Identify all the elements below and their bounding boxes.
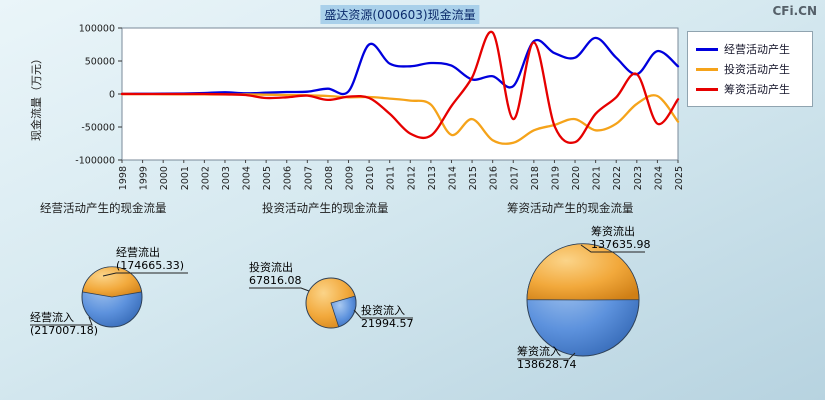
pie-label-value: (174665.33) (116, 259, 185, 272)
pie-label-value: 137635.98 (591, 238, 651, 251)
pie-operating-inflow-label: 经营流入 (217007.18) (30, 311, 98, 337)
pie-label-name: 筹资流出 (591, 225, 635, 238)
x-tick-label: 2013 (427, 166, 438, 190)
pie-financing-inflow-label: 筹资流入 138628.74 (517, 345, 577, 371)
x-tick-label: 2008 (324, 166, 335, 190)
legend-line-icon (696, 67, 718, 71)
x-tick-label: 1999 (139, 166, 150, 190)
pie-slice-1 (330, 295, 357, 328)
pie-label-value: 67816.08 (249, 274, 302, 287)
y-tick-label: 100000 (79, 24, 115, 35)
pie-slice-0 (81, 266, 143, 298)
x-tick-label: 2007 (303, 166, 314, 190)
x-tick-label: 2018 (530, 166, 541, 190)
pie-leader-line-2-0 (580, 244, 645, 253)
x-tick-label: 2001 (180, 166, 191, 190)
x-tick-label: 1998 (118, 166, 129, 190)
x-tick-label: 2025 (674, 166, 685, 190)
pie-label-name: 投资流出 (249, 261, 293, 274)
x-tick-label: 2016 (489, 166, 500, 190)
series-line-0 (121, 36, 680, 96)
pie-slice-2 (526, 243, 640, 301)
legend-item-financing[interactable]: 筹资活动产生 (696, 81, 804, 97)
legend-line-icon (696, 87, 718, 91)
y-tick-label: -100000 (75, 156, 115, 167)
x-tick-label: 2022 (612, 166, 623, 190)
x-tick-label: 2019 (550, 166, 561, 190)
section-title-financing: 筹资活动产生的现金流量 (507, 201, 634, 215)
pie-label-name: 投资流入 (361, 304, 405, 317)
x-tick-label: 2009 (345, 166, 356, 190)
pie-leader-line-0-0 (102, 272, 188, 277)
y-axis-title: 现金流量（万元） (30, 53, 43, 141)
x-tick-label: 2017 (509, 166, 520, 190)
pie-label-value: (217007.18) (30, 324, 99, 337)
series-line-2 (121, 30, 680, 144)
legend-label: 筹资活动产生 (724, 83, 790, 96)
pie-label-name: 经营流入 (30, 311, 74, 324)
pie-leader-line-0-1 (30, 316, 93, 326)
x-tick-label: 2015 (468, 166, 479, 190)
pie-label-value: 138628.74 (517, 358, 577, 371)
pie-label-value: 21994.57 (361, 317, 414, 330)
chart-title: 盛达资源(000603)现金流量 (320, 5, 480, 24)
x-tick-label: 2006 (283, 166, 294, 190)
x-tick-label: 2014 (447, 166, 458, 190)
y-tick-label: 0 (109, 90, 115, 101)
y-tick-label: 50000 (85, 57, 115, 68)
pie-operating-outflow-label: 经营流出 (174665.33) (116, 246, 184, 272)
series-group (121, 30, 680, 145)
pie-label-name: 经营流出 (116, 246, 160, 259)
x-tick-label: 2024 (653, 166, 664, 190)
legend-label: 经营活动产生 (724, 43, 790, 56)
pie-label-name: 筹资流入 (517, 345, 561, 358)
x-tick-label: 2023 (633, 166, 644, 190)
section-title-investing: 投资活动产生的现金流量 (262, 201, 389, 215)
y-tick-label: -50000 (81, 123, 115, 134)
pie-financing-outflow-label: 筹资流出 137635.98 (591, 225, 651, 251)
section-title-operating: 经营活动产生的现金流量 (40, 201, 167, 215)
x-tick-label: 2021 (592, 166, 603, 190)
pie-leader-line-1-1 (353, 309, 413, 319)
pie-investing-inflow-label: 投资流入 21994.57 (361, 304, 414, 330)
pie-leader-line-2-1 (517, 352, 576, 360)
x-tick-label: 2012 (406, 166, 417, 190)
legend-item-investing[interactable]: 投资活动产生 (696, 61, 804, 77)
x-tick-label: 2010 (365, 166, 376, 190)
x-tick-label: 2020 (571, 166, 582, 190)
pie-leader-line-1-0 (249, 287, 310, 292)
x-tick-label: 2004 (242, 166, 253, 190)
legend-item-operating[interactable]: 经营活动产生 (696, 41, 804, 57)
x-tick-label: 2000 (159, 166, 170, 190)
legend-label: 投资活动产生 (724, 63, 790, 76)
x-tick-label: 2002 (200, 166, 211, 190)
x-tick-label: 2003 (221, 166, 232, 190)
pie-investing-outflow-label: 投资流出 67816.08 (249, 261, 302, 287)
legend-line-icon (696, 47, 718, 51)
x-tick-label: 2011 (386, 166, 397, 190)
x-tick-label: 2005 (262, 166, 273, 190)
cfi-logo: CFi.CN (772, 4, 817, 18)
legend: 经营活动产生 投资活动产生 筹资活动产生 (687, 31, 813, 107)
